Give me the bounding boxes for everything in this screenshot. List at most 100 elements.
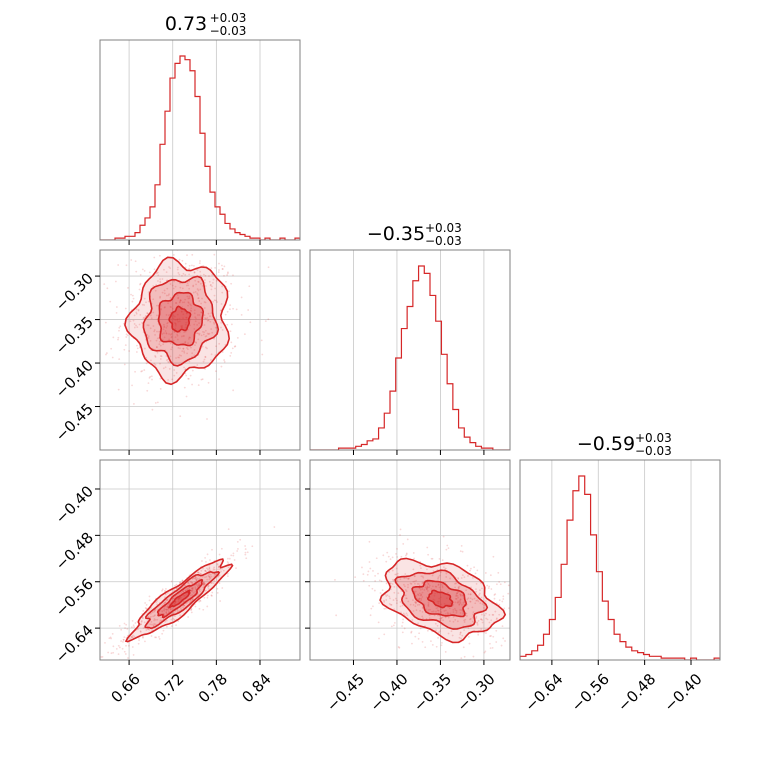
- sample-point: [402, 612, 405, 615]
- sample-point: [122, 640, 124, 643]
- sample-point: [160, 616, 163, 619]
- sample-point: [458, 585, 461, 588]
- sample-point: [467, 597, 470, 600]
- x-tick-label: −0.56: [568, 670, 613, 715]
- sample-point: [180, 310, 183, 313]
- sample-point: [221, 264, 223, 267]
- x-tick-label: −0.30: [453, 670, 498, 715]
- sample-point: [462, 612, 465, 615]
- sample-point: [208, 572, 211, 575]
- sample-point: [167, 314, 170, 317]
- sample-point: [188, 297, 191, 300]
- sample-point: [164, 246, 166, 248]
- sample-point: [261, 353, 264, 356]
- sample-point: [197, 289, 200, 292]
- sample-point: [168, 293, 170, 296]
- sample-point: [220, 570, 222, 573]
- sample-point: [165, 314, 168, 316]
- sample-point: [188, 264, 191, 267]
- sample-point: [208, 576, 211, 579]
- sample-point: [507, 584, 510, 587]
- sample-point: [466, 564, 469, 567]
- sample-point: [185, 312, 188, 315]
- sample-point: [149, 623, 152, 626]
- sample-point: [199, 288, 202, 291]
- sample-point: [141, 268, 144, 271]
- sample-point: [480, 618, 483, 621]
- sample-point: [391, 556, 394, 559]
- sample-point: [191, 369, 194, 372]
- sample-point: [476, 622, 479, 625]
- sample-point: [431, 610, 433, 613]
- sample-point: [488, 613, 491, 616]
- sample-point: [417, 598, 420, 601]
- sample-point: [413, 557, 416, 560]
- sample-point: [200, 573, 202, 575]
- sample-point: [210, 359, 212, 361]
- sample-point: [232, 554, 235, 557]
- sample-point: [195, 317, 197, 320]
- sample-point: [393, 621, 396, 624]
- sample-point: [177, 597, 180, 600]
- sample-point: [175, 323, 177, 326]
- sample-point: [223, 265, 226, 268]
- sample-point: [437, 602, 440, 605]
- sample-point: [438, 586, 441, 589]
- sample-point: [177, 600, 180, 603]
- sample-point: [221, 329, 224, 331]
- sample-point: [454, 601, 457, 604]
- sample-point: [440, 571, 442, 573]
- sample-point: [434, 622, 437, 625]
- sample-point: [416, 583, 419, 585]
- sample-point: [204, 582, 206, 585]
- sample-point: [131, 646, 134, 648]
- sample-point: [125, 333, 128, 336]
- sample-point: [198, 600, 201, 603]
- sample-point: [421, 640, 424, 643]
- sample-point: [407, 578, 410, 580]
- sample-point: [163, 332, 165, 335]
- sample-point: [154, 289, 157, 292]
- sample-point: [202, 582, 205, 585]
- sample-point: [197, 384, 200, 386]
- sample-point: [481, 587, 483, 590]
- sample-point: [414, 601, 416, 604]
- sample-point: [145, 301, 147, 304]
- sample-point: [467, 607, 470, 610]
- sample-point: [183, 386, 186, 389]
- sample-point: [442, 535, 445, 538]
- sample-point: [218, 582, 221, 584]
- sample-point: [150, 635, 153, 637]
- sample-point: [191, 589, 194, 591]
- sample-point: [459, 601, 461, 603]
- sample-point: [178, 597, 181, 599]
- sample-point: [421, 596, 424, 598]
- sample-point: [435, 610, 437, 613]
- sample-point: [118, 326, 121, 329]
- sample-point: [213, 566, 216, 569]
- sample-point: [229, 330, 232, 333]
- sample-point: [184, 262, 187, 265]
- sample-point: [200, 569, 203, 572]
- sample-point: [146, 312, 149, 315]
- sample-point: [200, 311, 203, 314]
- sample-point: [444, 613, 447, 615]
- sample-point: [400, 555, 403, 558]
- scatter-panel-2-1: [309, 459, 511, 661]
- sample-point: [213, 575, 216, 578]
- sample-point: [232, 552, 235, 555]
- sample-point: [502, 637, 505, 640]
- sample-point: [406, 614, 409, 616]
- sample-point: [411, 642, 413, 645]
- sample-point: [98, 660, 100, 662]
- sample-point: [459, 609, 462, 611]
- sample-point: [368, 561, 371, 563]
- sample-point: [378, 579, 381, 582]
- sample-point: [183, 335, 186, 337]
- sample-point: [439, 630, 442, 633]
- sample-point: [123, 636, 126, 639]
- sample-point: [424, 583, 427, 586]
- sample-point: [124, 307, 127, 310]
- sample-point: [153, 268, 156, 271]
- sample-point: [480, 628, 483, 631]
